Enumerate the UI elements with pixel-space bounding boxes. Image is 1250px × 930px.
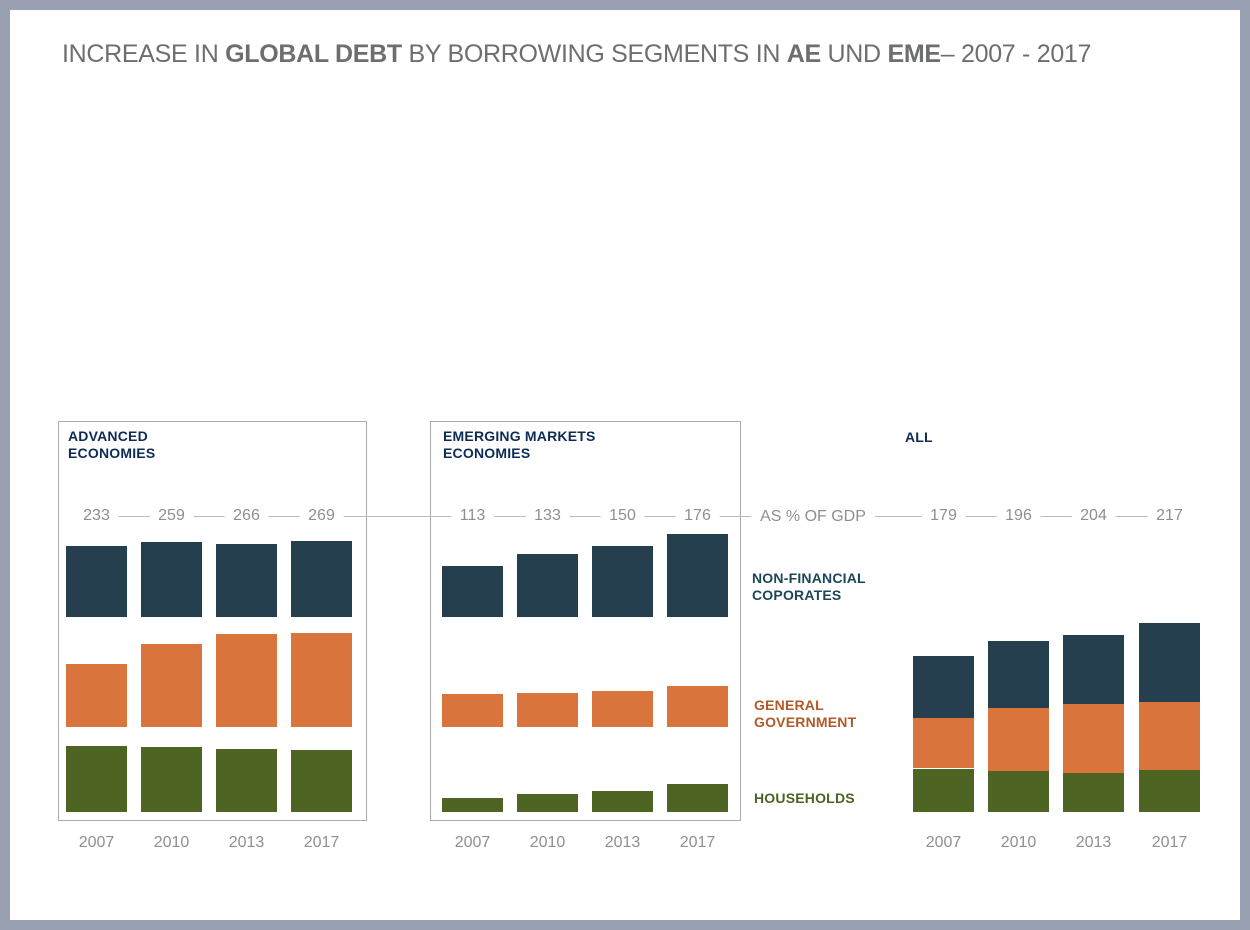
title-emphasis: EME — [887, 40, 941, 68]
panel-box-emerging-markets-economies — [430, 421, 741, 821]
total-label-advanced-economies-2010: 259 — [149, 507, 194, 525]
year-label-advanced-economies-2007: 2007 — [78, 834, 115, 851]
bar-non-financial-coporates-2010 — [988, 641, 1049, 708]
bar-households-2017 — [291, 750, 352, 812]
bar-non-financial-coporates-2007 — [442, 566, 503, 617]
panel-box-advanced-economies — [58, 421, 367, 821]
total-label-emerging-markets-economies-2010: 133 — [525, 507, 570, 525]
bar-general-government-2007 — [66, 664, 127, 727]
panel-title-all: ALL — [905, 429, 933, 446]
bar-general-government-2010 — [988, 707, 1049, 772]
legend-nfc-line: COPORATES — [752, 587, 842, 603]
year-label-emerging-markets-economies-2007: 2007 — [454, 834, 491, 851]
bar-general-government-2013 — [216, 634, 277, 727]
bar-general-government-2007 — [913, 718, 974, 769]
year-label-advanced-economies-2010: 2010 — [153, 834, 190, 851]
page-title: INCREASE IN GLOBAL DEBT BY BORROWING SEG… — [62, 40, 1091, 69]
legend-hh-line: HOUSEHOLDS — [754, 790, 855, 806]
legend-gg-line: GENERAL — [754, 697, 824, 713]
total-label-emerging-markets-economies-2013: 150 — [600, 507, 645, 525]
title-emphasis: GLOBAL DEBT — [225, 40, 402, 68]
bar-general-government-2017 — [291, 633, 352, 727]
bar-households-2010 — [141, 746, 202, 812]
total-label-emerging-markets-economies-2007: 113 — [450, 507, 495, 525]
bar-households-2010 — [988, 771, 1049, 812]
total-label-advanced-economies-2013: 266 — [224, 507, 269, 525]
year-label-all-2010: 2010 — [1000, 834, 1037, 851]
panel-title-line: ECONOMIES — [68, 445, 156, 461]
chart-layer: 233 2007 259 2010 266 2013 269 2017 113 2007 133 20… — [10, 10, 1240, 920]
bar-general-government-2013 — [592, 690, 653, 727]
total-label-all-2017: 217 — [1147, 507, 1192, 525]
bar-non-financial-coporates-2013 — [592, 545, 653, 617]
panel-title-line: ECONOMIES — [443, 445, 531, 461]
total-label-all-2010: 196 — [996, 507, 1041, 525]
year-label-advanced-economies-2013: 2013 — [228, 834, 265, 851]
panel-title-line: EMERGING MARKETS — [443, 428, 596, 444]
bar-non-financial-coporates-2013 — [216, 543, 277, 617]
legend-non-financial-corporates: NON-FINANCIAL COPORATES — [752, 570, 866, 604]
bar-households-2013 — [1063, 772, 1124, 812]
bar-households-2007 — [442, 798, 503, 812]
bar-non-financial-coporates-2013 — [1063, 634, 1124, 705]
bar-non-financial-coporates-2007 — [66, 545, 127, 617]
bar-non-financial-coporates-2007 — [913, 656, 974, 719]
bar-non-financial-coporates-2010 — [141, 542, 202, 617]
bar-households-2013 — [216, 749, 277, 812]
year-label-emerging-markets-economies-2013: 2013 — [604, 834, 641, 851]
year-label-advanced-economies-2017: 2017 — [303, 834, 340, 851]
year-label-all-2013: 2013 — [1075, 834, 1112, 851]
title-text: BY BORROWING SEGMENTS IN — [401, 40, 787, 68]
bar-non-financial-coporates-2017 — [291, 541, 352, 617]
legend-nfc-line: NON-FINANCIAL — [752, 570, 866, 586]
panel-title-emerging-markets-economies: EMERGING MARKETS ECONOMIES — [443, 428, 596, 462]
legend-households: HOUSEHOLDS — [754, 790, 855, 807]
legend-general-government: GENERAL GOVERNMENT — [754, 697, 856, 731]
year-label-all-2007: 2007 — [925, 834, 962, 851]
title-emphasis: AE — [786, 40, 821, 68]
bar-non-financial-coporates-2010 — [517, 554, 578, 617]
bar-general-government-2013 — [1063, 704, 1124, 773]
year-label-emerging-markets-economies-2017: 2017 — [679, 834, 716, 851]
axis-label-as-percent-of-gdp: AS % OF GDP — [751, 508, 875, 526]
total-label-emerging-markets-economies-2017: 176 — [675, 507, 720, 525]
bar-general-government-2017 — [667, 685, 728, 727]
bar-households-2007 — [913, 768, 974, 812]
bar-households-2013 — [592, 790, 653, 812]
bar-general-government-2007 — [442, 694, 503, 727]
title-text: INCREASE IN — [62, 40, 226, 68]
title-text: – 2007 - 2017 — [940, 40, 1092, 68]
title-text: UND — [820, 40, 888, 68]
bar-households-2017 — [667, 784, 728, 812]
year-label-emerging-markets-economies-2010: 2010 — [529, 834, 566, 851]
bar-households-2010 — [517, 793, 578, 812]
slide: INCREASE IN GLOBAL DEBT BY BORROWING SEG… — [10, 10, 1240, 920]
bar-general-government-2010 — [141, 644, 202, 727]
panel-title-line: ALL — [905, 429, 933, 445]
bar-non-financial-coporates-2017 — [667, 534, 728, 617]
bar-non-financial-coporates-2017 — [1139, 623, 1200, 702]
total-label-all-2007: 179 — [921, 507, 966, 525]
bar-general-government-2017 — [1139, 701, 1200, 771]
total-label-advanced-economies-2007: 233 — [74, 507, 119, 525]
bar-households-2007 — [66, 745, 127, 812]
year-label-all-2017: 2017 — [1151, 834, 1188, 851]
bar-general-government-2010 — [517, 693, 578, 727]
total-label-advanced-economies-2017: 269 — [299, 507, 344, 525]
legend-gg-line: GOVERNMENT — [754, 714, 857, 730]
panel-title-line: ADVANCED — [68, 428, 148, 444]
panel-title-advanced-economies: ADVANCED ECONOMIES — [68, 428, 155, 462]
bar-households-2017 — [1139, 770, 1200, 812]
total-label-all-2013: 204 — [1071, 507, 1116, 525]
